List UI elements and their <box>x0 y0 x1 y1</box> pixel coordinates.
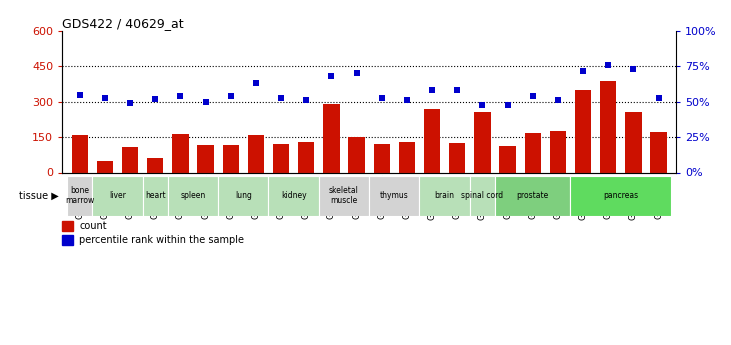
Bar <box>62 235 73 245</box>
Bar <box>319 176 369 216</box>
Text: skeletal
muscle: skeletal muscle <box>329 186 359 205</box>
Bar <box>72 135 88 172</box>
Text: count: count <box>80 221 107 231</box>
Text: heart: heart <box>145 191 165 200</box>
Bar <box>575 90 591 172</box>
Bar <box>122 147 138 172</box>
Bar <box>147 158 164 172</box>
Bar <box>525 133 541 172</box>
Bar <box>298 142 314 172</box>
Bar <box>248 135 264 172</box>
Text: tissue ▶: tissue ▶ <box>19 191 58 201</box>
Bar <box>168 176 218 216</box>
Text: spinal cord: spinal cord <box>461 191 504 200</box>
Bar <box>398 142 415 172</box>
Bar <box>222 145 239 172</box>
Bar <box>470 176 495 216</box>
Text: spleen: spleen <box>181 191 205 200</box>
Bar <box>197 145 213 172</box>
Bar <box>268 176 319 216</box>
Bar <box>474 112 491 172</box>
Text: thymus: thymus <box>380 191 409 200</box>
Bar <box>449 143 466 172</box>
Text: prostate: prostate <box>517 191 549 200</box>
Bar <box>218 176 268 216</box>
Bar <box>62 221 73 231</box>
Bar <box>369 176 420 216</box>
Bar <box>323 104 340 172</box>
Bar <box>651 132 667 172</box>
Bar <box>349 137 365 172</box>
Bar <box>374 144 390 172</box>
Bar <box>143 176 168 216</box>
Text: bone
marrow: bone marrow <box>65 186 94 205</box>
Text: lung: lung <box>235 191 251 200</box>
Bar <box>424 109 440 172</box>
Text: liver: liver <box>109 191 126 200</box>
Bar <box>625 112 642 172</box>
Text: percentile rank within the sample: percentile rank within the sample <box>80 235 244 245</box>
Bar <box>173 134 189 172</box>
Bar <box>96 161 113 172</box>
Bar <box>92 176 143 216</box>
Text: GDS422 / 40629_at: GDS422 / 40629_at <box>62 17 183 30</box>
Bar <box>420 176 470 216</box>
Bar <box>273 144 289 172</box>
Bar <box>550 130 566 172</box>
Text: kidney: kidney <box>281 191 306 200</box>
Bar <box>499 146 516 172</box>
Text: brain: brain <box>435 191 455 200</box>
Bar <box>67 176 92 216</box>
Text: pancreas: pancreas <box>603 191 638 200</box>
Bar <box>600 81 616 172</box>
Bar <box>495 176 570 216</box>
Bar <box>570 176 671 216</box>
